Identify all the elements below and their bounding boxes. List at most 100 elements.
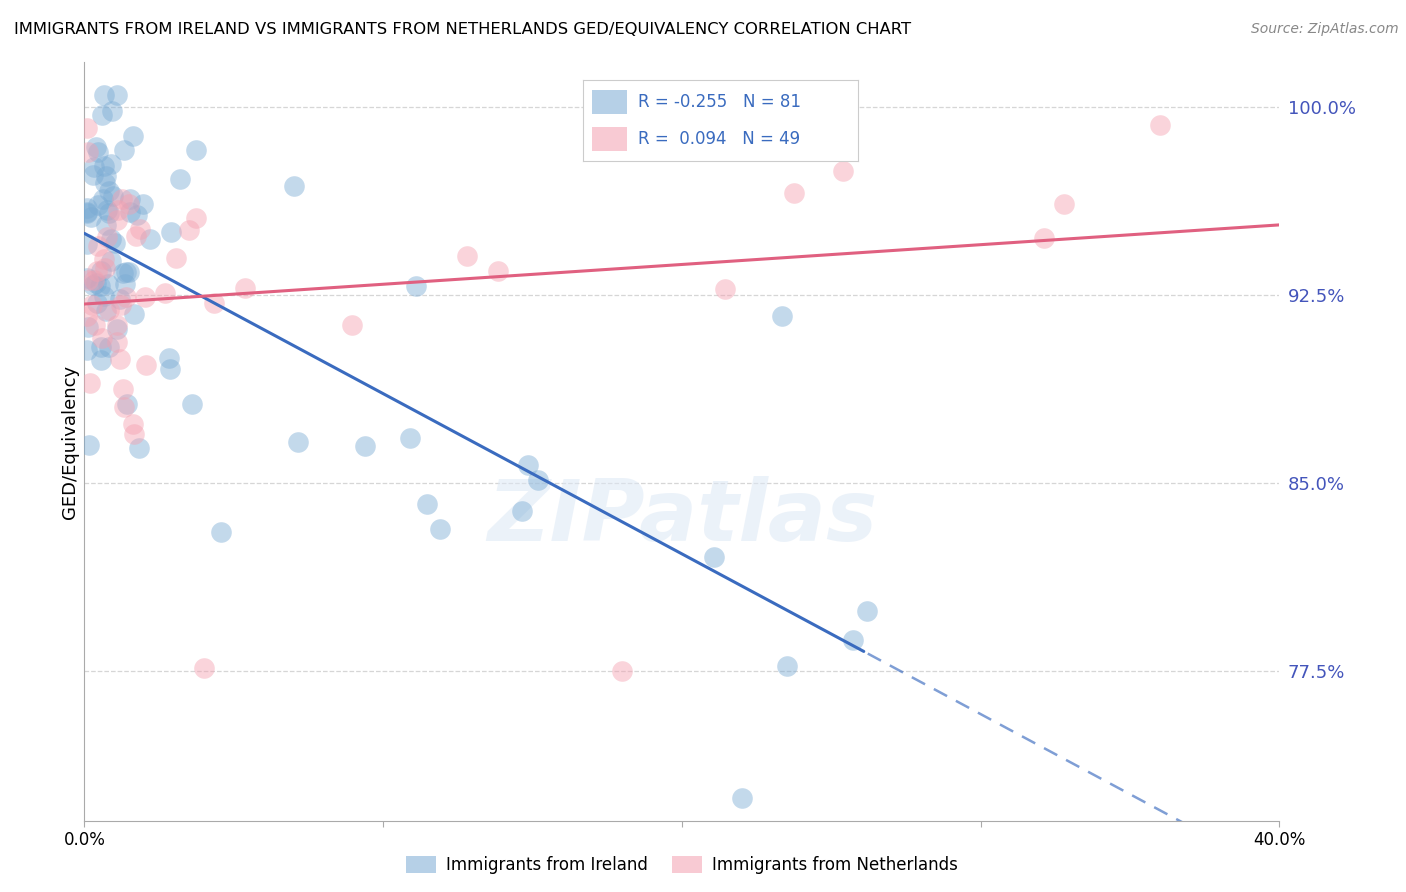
Point: [770, 310, 793, 324]
Point: [165, 251, 187, 265]
Point: [76, 320, 98, 334]
Point: [76, 271, 98, 285]
Point: [96, 169, 118, 184]
Point: [340, 318, 363, 332]
Point: [179, 222, 201, 236]
Point: [283, 179, 305, 194]
Point: [122, 417, 145, 431]
Point: [731, 791, 754, 805]
Point: [79, 437, 101, 451]
Text: IMMIGRANTS FROM IRELAND VS IMMIGRANTS FROM NETHERLANDS GED/EQUIVALENCY CORRELATI: IMMIGRANTS FROM IRELAND VS IMMIGRANTS FR…: [14, 22, 911, 37]
Point: [416, 497, 439, 511]
Point: [184, 211, 207, 225]
Point: [98, 184, 121, 198]
Point: [169, 172, 191, 186]
Point: [82, 277, 104, 292]
Point: [354, 439, 377, 453]
Point: [98, 206, 121, 220]
Point: [98, 302, 121, 317]
Point: [120, 192, 142, 206]
Point: [94, 176, 117, 190]
Point: [114, 277, 136, 292]
Point: [193, 661, 215, 675]
Point: [94, 261, 117, 276]
Point: [89, 279, 111, 293]
Point: [115, 396, 138, 410]
Point: [110, 297, 132, 311]
Point: [209, 524, 232, 539]
Text: ZIPatlas: ZIPatlas: [486, 475, 877, 559]
Point: [90, 331, 112, 345]
Point: [111, 382, 134, 396]
Point: [83, 160, 105, 174]
Point: [134, 290, 156, 304]
Point: [831, 164, 853, 178]
Point: [93, 87, 115, 102]
Point: [122, 307, 145, 321]
Point: [233, 280, 256, 294]
Point: [111, 193, 134, 207]
Point: [90, 264, 112, 278]
Point: [159, 362, 181, 376]
Text: R = -0.255   N = 81: R = -0.255 N = 81: [638, 93, 801, 111]
Point: [486, 264, 509, 278]
Y-axis label: GED/Equivalency: GED/Equivalency: [62, 365, 80, 518]
Point: [86, 145, 108, 159]
Point: [96, 230, 118, 244]
Point: [128, 441, 150, 455]
Point: [112, 400, 135, 414]
Point: [114, 290, 136, 304]
Point: [97, 340, 120, 354]
Point: [93, 159, 115, 173]
Point: [100, 253, 122, 268]
Point: [125, 208, 148, 222]
Bar: [592, 127, 627, 151]
Point: [94, 218, 117, 232]
Point: [76, 309, 98, 323]
Point: [110, 292, 132, 306]
Point: [76, 343, 98, 357]
Point: [87, 198, 110, 212]
Point: [96, 202, 118, 217]
Point: [184, 143, 207, 157]
Point: [94, 303, 117, 318]
Point: [114, 265, 136, 279]
Point: [429, 522, 451, 536]
Point: [714, 282, 737, 296]
Text: Source: ZipAtlas.com: Source: ZipAtlas.com: [1251, 22, 1399, 37]
Point: [100, 157, 122, 171]
Point: [121, 129, 143, 144]
Point: [86, 264, 108, 278]
Point: [180, 397, 202, 411]
Point: [84, 277, 107, 291]
Point: [86, 296, 108, 310]
Point: [118, 197, 141, 211]
Point: [83, 273, 105, 287]
Point: [77, 145, 100, 159]
Point: [76, 272, 98, 286]
Point: [399, 431, 422, 445]
Point: [82, 169, 104, 183]
Point: [104, 236, 127, 251]
Point: [84, 139, 107, 153]
Point: [112, 143, 135, 157]
Point: [456, 249, 478, 263]
Point: [79, 376, 101, 391]
Point: [612, 664, 634, 678]
Point: [842, 633, 865, 648]
Point: [783, 186, 806, 200]
Point: [1033, 231, 1056, 245]
Point: [128, 221, 150, 235]
Point: [856, 603, 879, 617]
Point: [118, 204, 141, 219]
Point: [83, 318, 105, 333]
Point: [159, 226, 181, 240]
Point: [118, 264, 141, 278]
Point: [510, 504, 533, 518]
Text: R =  0.094   N = 49: R = 0.094 N = 49: [638, 130, 800, 148]
Point: [125, 228, 148, 243]
Point: [105, 322, 128, 336]
Point: [155, 286, 177, 301]
Point: [124, 427, 146, 442]
Point: [80, 210, 103, 224]
